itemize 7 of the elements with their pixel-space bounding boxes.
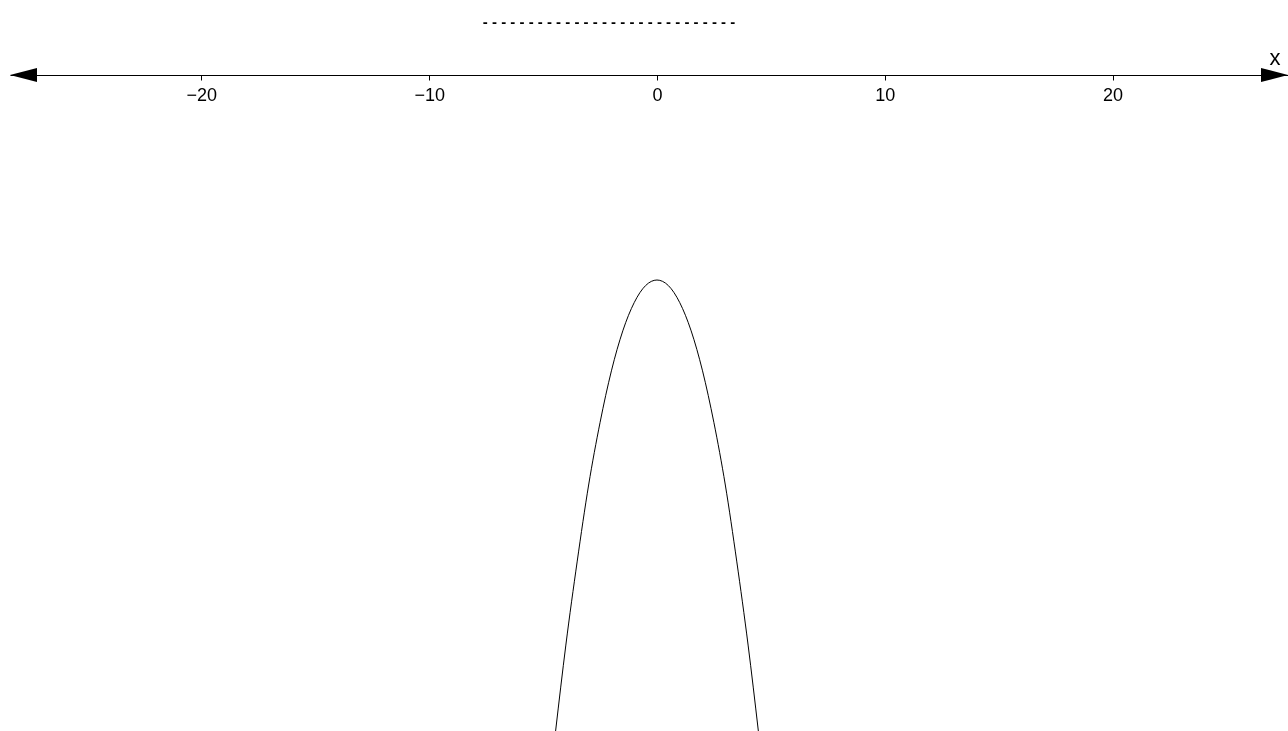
x-tick-label: −20 bbox=[186, 84, 218, 105]
x-tick-label: 20 bbox=[1103, 84, 1124, 105]
chart-title: - - - - - - - - - - - - - - - - - - - - - - - - - - - - bbox=[482, 13, 736, 30]
x-tick-label: −10 bbox=[414, 84, 445, 105]
x-axis-title: x bbox=[1269, 44, 1281, 70]
x-tick-label: 0 bbox=[652, 84, 663, 105]
x-tick-label: 10 bbox=[875, 84, 896, 105]
